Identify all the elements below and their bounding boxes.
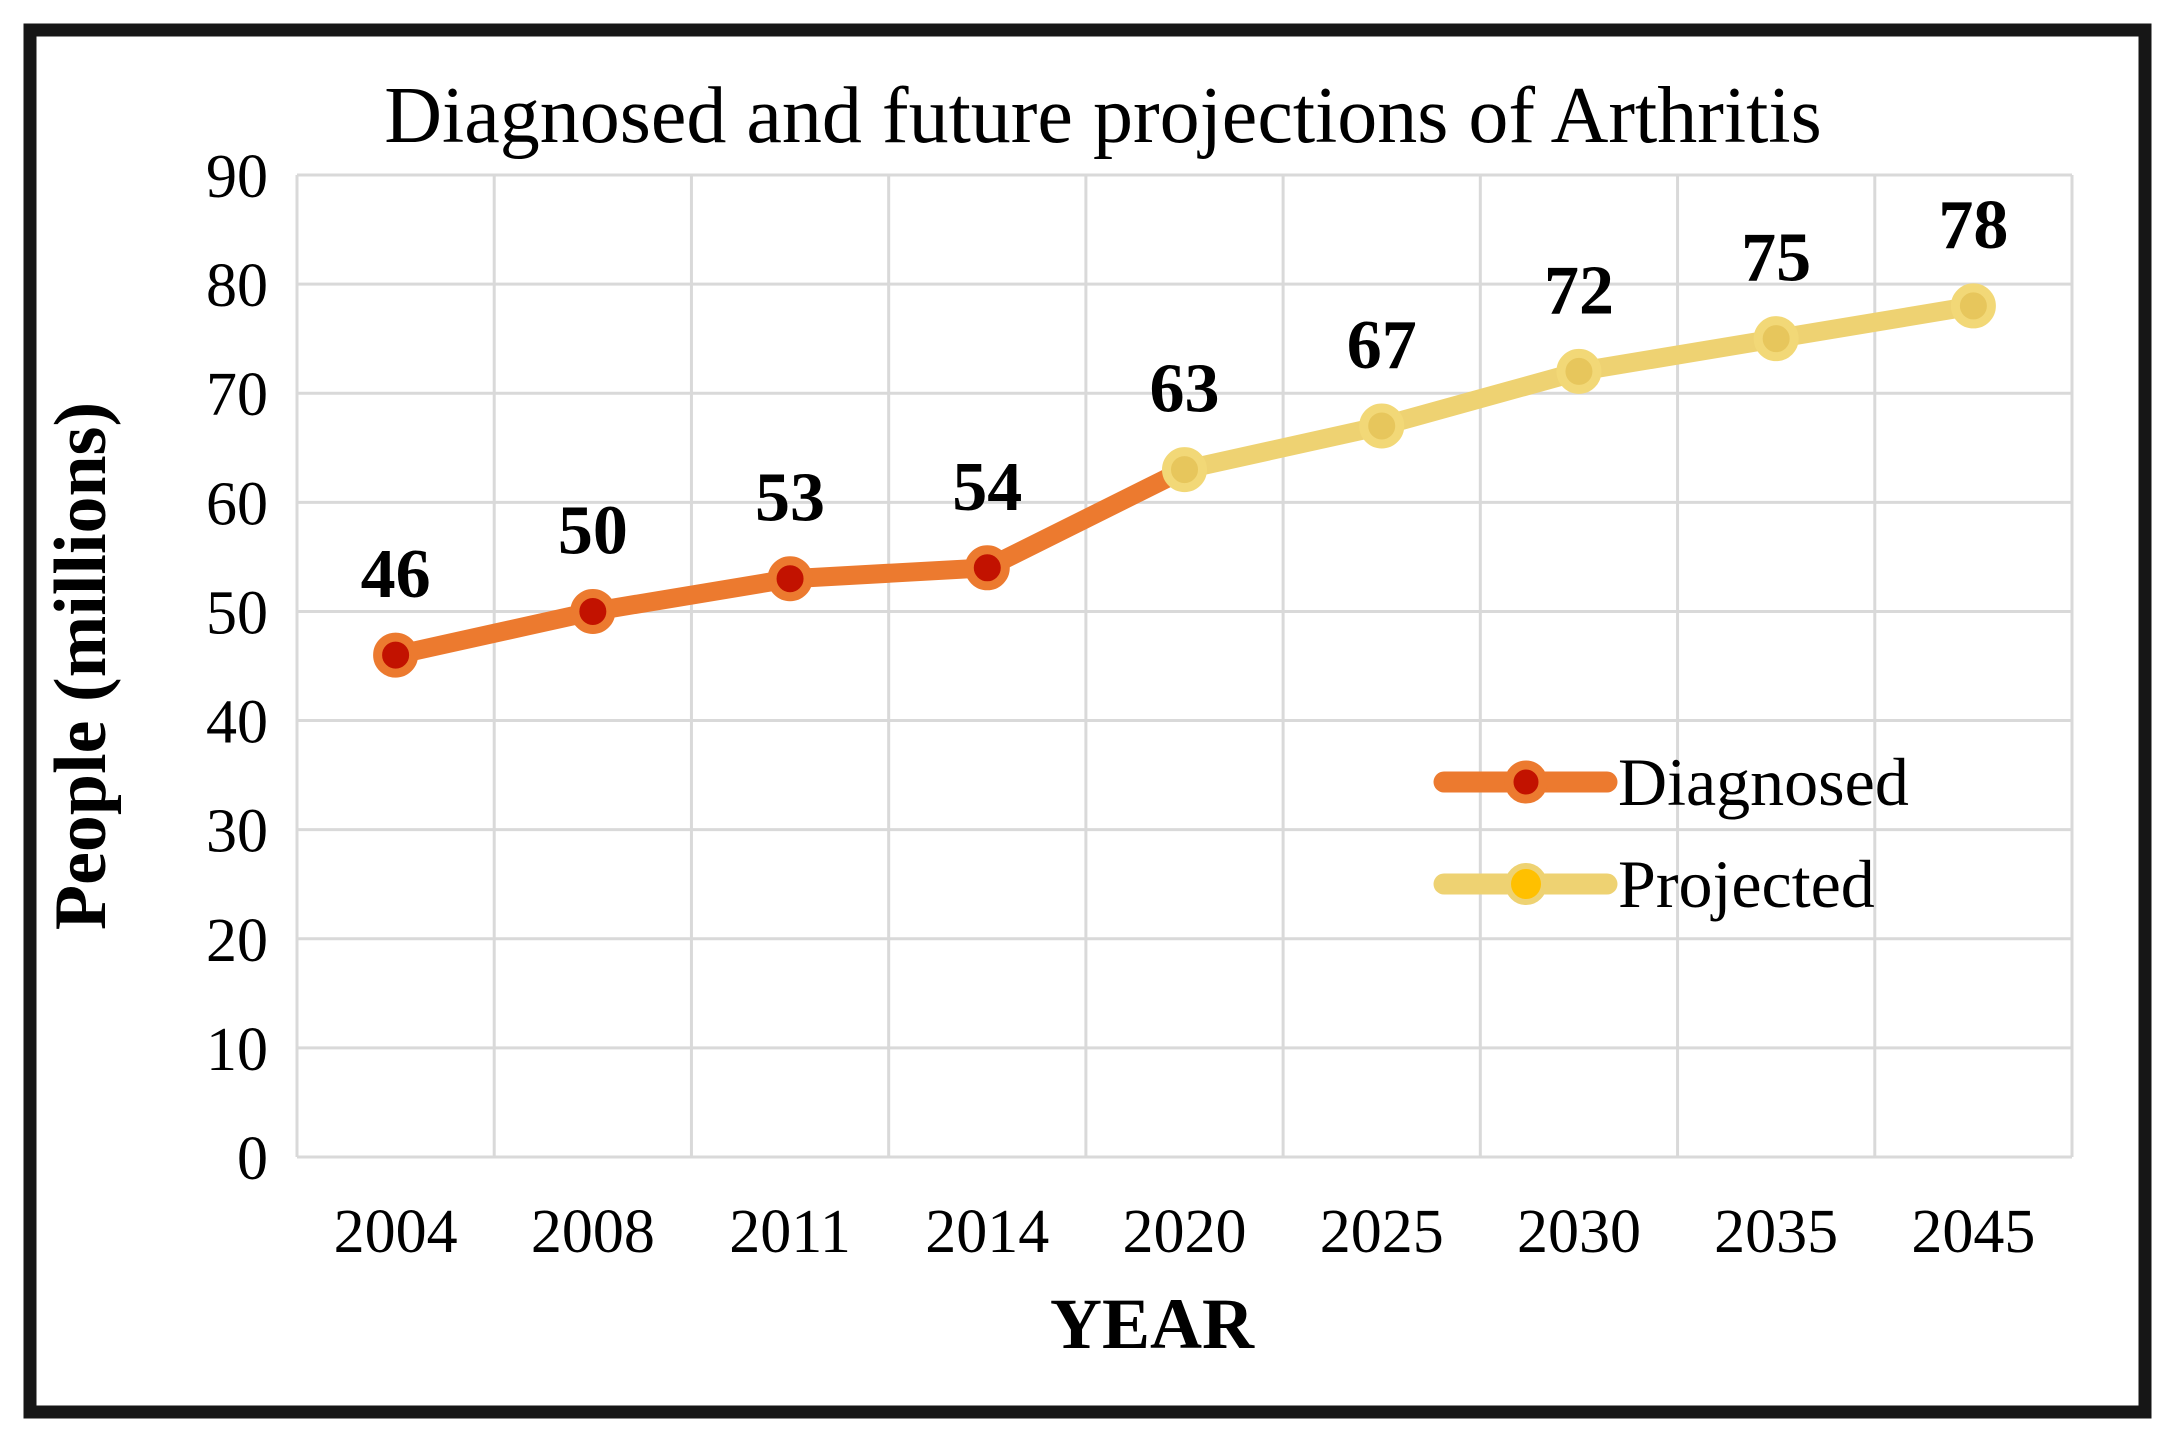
- legend-label-projected: Projected: [1618, 846, 1875, 922]
- marker-projected-2030: [1556, 348, 1602, 394]
- x-tick-label: 2025: [1320, 1198, 1444, 1266]
- x-tick-label: 2014: [925, 1198, 1049, 1266]
- y-tick-label: 30: [206, 798, 268, 866]
- marker-projected-2035: [1753, 316, 1799, 362]
- legend-label-diagnosed: Diagnosed: [1618, 744, 1909, 820]
- y-tick-label: 70: [206, 361, 268, 429]
- y-tick-label: 80: [206, 252, 268, 320]
- gridlines: [295, 173, 2074, 1159]
- y-tick-label: 50: [206, 579, 268, 647]
- data-label-projected-2025: 67: [1347, 307, 1417, 384]
- marker-diagnosed-2011: [767, 556, 813, 602]
- data-label-projected-2020: 63: [1150, 351, 1220, 428]
- x-tick-label: 2011: [729, 1198, 851, 1266]
- marker-projected-2025: [1359, 403, 1405, 449]
- data-label-projected-2030: 72: [1544, 252, 1614, 329]
- data-label-diagnosed-2004: 46: [361, 536, 431, 613]
- data-label-projected-2045: 78: [1938, 187, 2008, 264]
- legend-item-projected: Projected: [1433, 846, 1875, 922]
- y-tick-label: 60: [206, 470, 268, 538]
- data-label-diagnosed-2011: 53: [755, 460, 825, 537]
- x-tick-label: 2035: [1714, 1198, 1838, 1266]
- marker-diagnosed-2004: [373, 632, 419, 678]
- x-tick-label: 2008: [531, 1198, 655, 1266]
- y-axis-tick-labels: 0 10 20 30 40 50 60 70 80 90: [206, 143, 268, 1193]
- chart-title: Diagnosed and future projections of Arth…: [384, 72, 1821, 160]
- marker-diagnosed-2008: [570, 588, 616, 634]
- series-markers: [373, 283, 1996, 678]
- y-axis-title: People (millions): [40, 402, 122, 930]
- y-tick-label: 40: [206, 689, 268, 757]
- x-tick-label: 2020: [1123, 1198, 1247, 1266]
- legend: Diagnosed Projected: [1433, 744, 1909, 922]
- data-labels: 46 50 53 54 63 67 72 75 78: [361, 187, 2009, 613]
- marker-projected-2020: [1162, 447, 1207, 493]
- legend-marker-projected: [1505, 863, 1547, 905]
- marker-diagnosed-2014: [964, 545, 1010, 591]
- marker-projected-2045: [1950, 283, 1996, 329]
- y-tick-label: 20: [206, 907, 268, 975]
- y-tick-label: 0: [237, 1125, 268, 1193]
- data-label-projected-2035: 75: [1741, 220, 1811, 297]
- x-tick-label: 2030: [1517, 1198, 1641, 1266]
- y-tick-label: 90: [206, 143, 268, 211]
- x-tick-label: 2045: [1911, 1198, 2035, 1266]
- x-axis-tick-labels: 2004 2008 2011 2014 2020 2025 2030 2035 2045: [334, 1198, 2036, 1266]
- data-label-diagnosed-2008: 50: [558, 492, 628, 569]
- legend-item-diagnosed: Diagnosed: [1433, 744, 1909, 820]
- legend-marker-diagnosed: [1504, 760, 1548, 804]
- x-tick-label: 2004: [334, 1198, 458, 1266]
- x-axis-title: YEAR: [1050, 1284, 1255, 1364]
- y-tick-label: 10: [206, 1016, 268, 1084]
- data-label-diagnosed-2014: 54: [952, 449, 1022, 526]
